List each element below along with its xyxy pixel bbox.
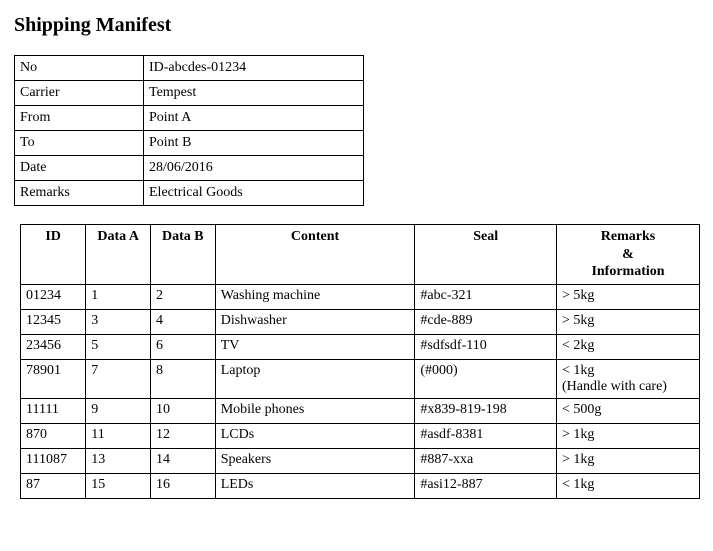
table-row: 1234534Dishwasher#cde-889 > 5kg <box>21 309 700 334</box>
cell-remarks: < 2kg <box>557 334 700 359</box>
cell-remarks: > 5kg <box>557 284 700 309</box>
cell-remarks-line2: (Handle with care) <box>562 379 667 394</box>
cell-remarks-line1: < 500g <box>562 402 601 417</box>
cell-data-b: 12 <box>151 423 216 448</box>
cell-remarks-line1: > 1kg <box>562 452 594 467</box>
col-header-remarks-amp: & <box>622 247 634 262</box>
cell-data-b: 14 <box>151 448 216 473</box>
cell-data-a: 11 <box>86 423 151 448</box>
cell-data-a: 9 <box>86 398 151 423</box>
cell-id: 01234 <box>21 284 86 309</box>
table-row: 2345656TV#sdfsdf-110 < 2kg <box>21 334 700 359</box>
col-header-data-b: Data B <box>151 225 216 285</box>
col-header-content: Content <box>215 225 415 285</box>
info-row: NoID-abcdes-01234 <box>15 56 364 81</box>
info-row: Date28/06/2016 <box>15 156 364 181</box>
cell-data-b: 10 <box>151 398 216 423</box>
info-value: Point B <box>144 131 364 156</box>
cell-data-b: 6 <box>151 334 216 359</box>
info-row: CarrierTempest <box>15 81 364 106</box>
cell-seal: #cde-889 <box>415 309 557 334</box>
info-table: NoID-abcdes-01234CarrierTempestFromPoint… <box>14 55 364 206</box>
page-title: Shipping Manifest <box>14 14 699 37</box>
cell-seal: #887-xxa <box>415 448 557 473</box>
col-header-remarks-l2: Information <box>591 264 664 279</box>
col-header-id: ID <box>21 225 86 285</box>
info-key: To <box>15 131 144 156</box>
cell-content: LEDs <box>215 473 415 498</box>
items-tbody: 0123412Washing machine#abc-321> 5kg12345… <box>21 284 700 498</box>
cell-id: 12345 <box>21 309 86 334</box>
table-row: 7890178Laptop(#000)< 1kg(Handle with car… <box>21 359 700 398</box>
table-row: 8701112LCDs#asdf-8381 > 1kg <box>21 423 700 448</box>
cell-remarks: < 1kg <box>557 473 700 498</box>
info-row: RemarksElectrical Goods <box>15 181 364 206</box>
cell-remarks: > 1kg <box>557 423 700 448</box>
info-key: Date <box>15 156 144 181</box>
info-tbody: NoID-abcdes-01234CarrierTempestFromPoint… <box>15 56 364 206</box>
cell-remarks: > 5kg <box>557 309 700 334</box>
cell-remarks: > 1kg <box>557 448 700 473</box>
cell-content: Dishwasher <box>215 309 415 334</box>
info-key: Remarks <box>15 181 144 206</box>
info-key: Carrier <box>15 81 144 106</box>
table-row: 1110871314Speakers#887-xxa > 1kg <box>21 448 700 473</box>
cell-seal: (#000) <box>415 359 557 398</box>
cell-data-b: 16 <box>151 473 216 498</box>
cell-seal: #sdfsdf-110 <box>415 334 557 359</box>
cell-id: 11111 <box>21 398 86 423</box>
col-header-remarks-l1: Remarks <box>601 229 655 244</box>
info-value: Point A <box>144 106 364 131</box>
items-table: ID Data A Data B Content Seal Remarks & … <box>20 224 700 499</box>
cell-data-b: 2 <box>151 284 216 309</box>
cell-data-b: 8 <box>151 359 216 398</box>
cell-data-a: 1 <box>86 284 151 309</box>
table-row: 871516LEDs#asi12-887 < 1kg <box>21 473 700 498</box>
cell-id: 78901 <box>21 359 86 398</box>
cell-data-a: 3 <box>86 309 151 334</box>
info-value: 28/06/2016 <box>144 156 364 181</box>
col-header-seal: Seal <box>415 225 557 285</box>
cell-remarks-line1: < 1kg <box>562 477 594 492</box>
cell-content: Washing machine <box>215 284 415 309</box>
cell-seal: #x839-819-198 <box>415 398 557 423</box>
info-row: FromPoint A <box>15 106 364 131</box>
cell-id: 23456 <box>21 334 86 359</box>
cell-id: 870 <box>21 423 86 448</box>
info-value: ID-abcdes-01234 <box>144 56 364 81</box>
cell-id: 111087 <box>21 448 86 473</box>
cell-data-a: 13 <box>86 448 151 473</box>
cell-seal: #asi12-887 <box>415 473 557 498</box>
cell-data-a: 7 <box>86 359 151 398</box>
cell-remarks-line1: > 5kg <box>562 313 594 328</box>
col-header-remarks: Remarks & Information <box>557 225 700 285</box>
cell-remarks-line1: < 1kg <box>562 363 594 378</box>
info-row: ToPoint B <box>15 131 364 156</box>
cell-id: 87 <box>21 473 86 498</box>
cell-data-b: 4 <box>151 309 216 334</box>
cell-content: Mobile phones <box>215 398 415 423</box>
table-row: 0123412Washing machine#abc-321 > 5kg <box>21 284 700 309</box>
col-header-data-a: Data A <box>86 225 151 285</box>
info-value: Electrical Goods <box>144 181 364 206</box>
cell-content: LCDs <box>215 423 415 448</box>
info-value: Tempest <box>144 81 364 106</box>
cell-content: TV <box>215 334 415 359</box>
cell-remarks-line1: < 2kg <box>562 338 594 353</box>
cell-seal: #asdf-8381 <box>415 423 557 448</box>
cell-remarks-line1: > 5kg <box>562 288 594 303</box>
cell-seal: #abc-321 <box>415 284 557 309</box>
cell-remarks-line1: > 1kg <box>562 427 594 442</box>
cell-content: Speakers <box>215 448 415 473</box>
cell-data-a: 5 <box>86 334 151 359</box>
cell-data-a: 15 <box>86 473 151 498</box>
items-header-row: ID Data A Data B Content Seal Remarks & … <box>21 225 700 285</box>
cell-remarks: < 1kg(Handle with care) <box>557 359 700 398</box>
table-row: 11111910Mobile phones#x839-819-198 < 500g <box>21 398 700 423</box>
info-key: From <box>15 106 144 131</box>
cell-remarks: < 500g <box>557 398 700 423</box>
cell-content: Laptop <box>215 359 415 398</box>
info-key: No <box>15 56 144 81</box>
